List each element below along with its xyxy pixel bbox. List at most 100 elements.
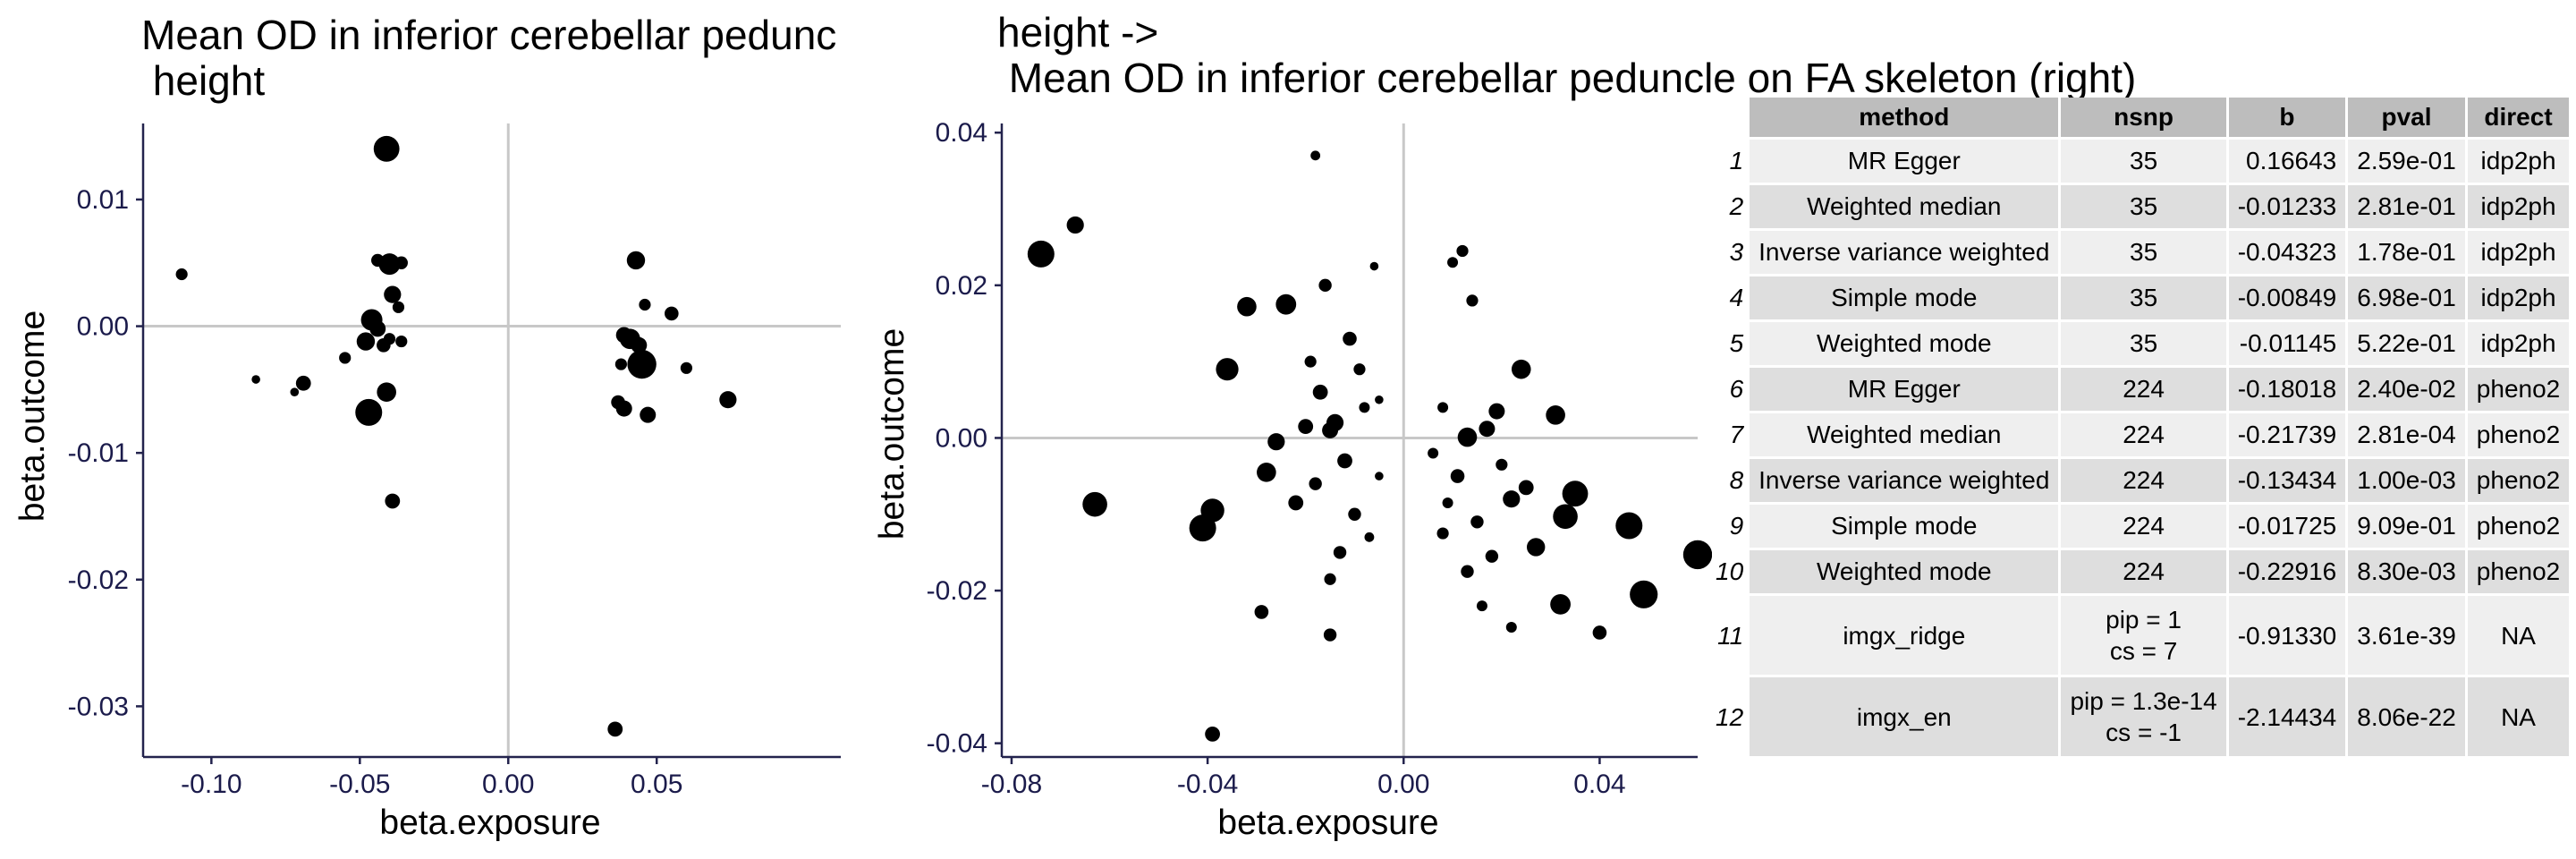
- table-row-number: 10: [1712, 550, 1748, 593]
- data-point: [1447, 257, 1459, 268]
- y-tick-label: 0.02: [936, 271, 987, 301]
- data-point: [639, 298, 651, 311]
- table-cell-pval: 1.00e-03: [2348, 459, 2465, 502]
- plot-1-points: [175, 135, 737, 737]
- table-cell-nsnp: 35: [2061, 140, 2226, 183]
- table-cell-method: Simple mode: [1750, 505, 2059, 548]
- data-point: [1267, 433, 1285, 451]
- data-point: [373, 135, 400, 162]
- table-cell-direction: idp2ph: [2467, 276, 2570, 319]
- table-cell-direction: idp2ph: [2467, 231, 2570, 274]
- table-row: 6 MR Egger 224 -0.18018 2.40e-02 pheno2: [1712, 368, 2570, 411]
- data-point: [1428, 447, 1439, 459]
- table-cell-b: -0.21739: [2228, 413, 2346, 456]
- table-cell-method: imgx_ridge: [1750, 596, 2059, 675]
- data-point: [1461, 565, 1474, 578]
- data-point: [1254, 605, 1269, 619]
- table-cell-nsnp: 35: [2061, 231, 2226, 274]
- x-tick-label: -0.08: [981, 770, 1042, 799]
- data-point: [1503, 490, 1521, 508]
- table-cell-nsnp: 35: [2061, 185, 2226, 228]
- data-point: [1470, 515, 1484, 529]
- data-point: [1630, 580, 1658, 608]
- data-point: [392, 301, 405, 313]
- x-tick-label: -0.04: [1177, 770, 1238, 799]
- table-cell-pval: 3.61e-39: [2348, 596, 2465, 675]
- plot-1-title-line-2: height: [141, 57, 265, 104]
- data-point: [1375, 472, 1384, 481]
- table-row-number: 7: [1712, 413, 1748, 456]
- table-cell-direction: idp2ph: [2467, 322, 2570, 365]
- table-cell-b: -0.13434: [2228, 459, 2346, 502]
- x-tick-label: 0.00: [1377, 770, 1429, 799]
- data-point: [1546, 405, 1565, 425]
- scatter-plot-2: height -> Mean OD in inferior cerebellar…: [873, 9, 2136, 842]
- table-row: 4 Simple mode 35 -0.00849 6.98e-01 idp2p…: [1712, 276, 2570, 319]
- table-row: 5 Weighted mode 35 -0.01145 5.22e-01 idp…: [1712, 322, 2570, 365]
- data-point: [385, 493, 401, 509]
- table-cell-nsnp: pip = 1.3e-14 cs = -1: [2061, 677, 2226, 756]
- data-point: [1205, 727, 1220, 742]
- table-row-number: 5: [1712, 322, 1748, 365]
- table-cell-method: Weighted median: [1750, 185, 2059, 228]
- table-cell-pval: 8.30e-03: [2348, 550, 2465, 593]
- y-tick-label: -0.02: [927, 576, 987, 606]
- table-cell-pval: 1.78e-01: [2348, 231, 2465, 274]
- table-row: 10 Weighted mode 224 -0.22916 8.30e-03 p…: [1712, 550, 2570, 593]
- table-cell-b: -0.00849: [2228, 276, 2346, 319]
- data-point: [1553, 504, 1578, 530]
- table-cell-direction: pheno2: [2467, 550, 2570, 593]
- table-cell-b: -0.01725: [2228, 505, 2346, 548]
- table-cell-method: Weighted mode: [1750, 550, 2059, 593]
- table-header-rownum: [1712, 98, 1748, 137]
- table-cell-method: Simple mode: [1750, 276, 2059, 319]
- data-point: [1488, 403, 1505, 420]
- plot-2-reference-lines: [1002, 123, 1698, 757]
- y-tick-label: -0.02: [68, 566, 129, 595]
- data-point: [1216, 358, 1239, 381]
- scatter-plot-1: Mean OD in inferior cerebellar pedunc he…: [13, 12, 841, 842]
- plot-1-y-axis-title: beta.outcome: [13, 310, 52, 522]
- data-point: [640, 406, 657, 423]
- table-cell-b: -0.01233: [2228, 185, 2346, 228]
- table-header-nsnp: nsnp: [2061, 98, 2226, 137]
- data-point: [1485, 549, 1499, 563]
- table-cell-nsnp: 224: [2061, 459, 2226, 502]
- data-point: [295, 375, 311, 391]
- table-cell-b: -0.18018: [2228, 368, 2346, 411]
- data-point: [1257, 463, 1276, 482]
- table-header-method: method: [1750, 98, 2059, 137]
- table-cell-method: imgx_en: [1750, 677, 2059, 756]
- data-point: [369, 320, 386, 337]
- y-tick-label: 0.04: [936, 118, 987, 148]
- data-point: [1298, 419, 1314, 435]
- table-cell-direction: pheno2: [2467, 413, 2570, 456]
- data-point: [1318, 278, 1332, 293]
- data-point: [631, 336, 648, 353]
- data-point: [377, 382, 396, 402]
- table-cell-b: -0.91330: [2228, 596, 2346, 675]
- table-cell-nsnp: pip = 1 cs = 7: [2061, 596, 2226, 675]
- data-point: [1343, 331, 1357, 346]
- plot-2-x-axis-title: beta.exposure: [1217, 804, 1438, 842]
- table-cell-nsnp-line: pip = 1.3e-14: [2070, 687, 2217, 715]
- table-cell-nsnp-line: cs = 7: [2109, 637, 2178, 665]
- data-point: [1505, 621, 1517, 633]
- table-cell-direction: pheno2: [2467, 505, 2570, 548]
- data-point: [1309, 477, 1322, 490]
- table-row-number: 1: [1712, 140, 1748, 183]
- data-point: [1082, 491, 1107, 517]
- table-row: 12 imgx_en pip = 1.3e-14 cs = -1 -2.14434…: [1712, 677, 2570, 756]
- data-point: [1550, 593, 1571, 615]
- table-cell-pval: 5.22e-01: [2348, 322, 2465, 365]
- data-point: [1592, 625, 1607, 640]
- plot-1-title-line-1: Mean OD in inferior cerebellar pedunc: [141, 12, 836, 58]
- table-row: 11 imgx_ridge pip = 1 cs = 7 -0.91330 3.6…: [1712, 596, 2570, 675]
- table-row: 1 MR Egger 35 0.16643 2.59e-01 idp2ph: [1712, 140, 2570, 183]
- data-point: [1288, 495, 1304, 511]
- table-row-number: 11: [1712, 596, 1748, 675]
- y-tick-label: -0.04: [927, 729, 987, 759]
- data-point: [356, 332, 376, 351]
- table-cell-pval: 2.81e-04: [2348, 413, 2465, 456]
- table-cell-direction: pheno2: [2467, 459, 2570, 502]
